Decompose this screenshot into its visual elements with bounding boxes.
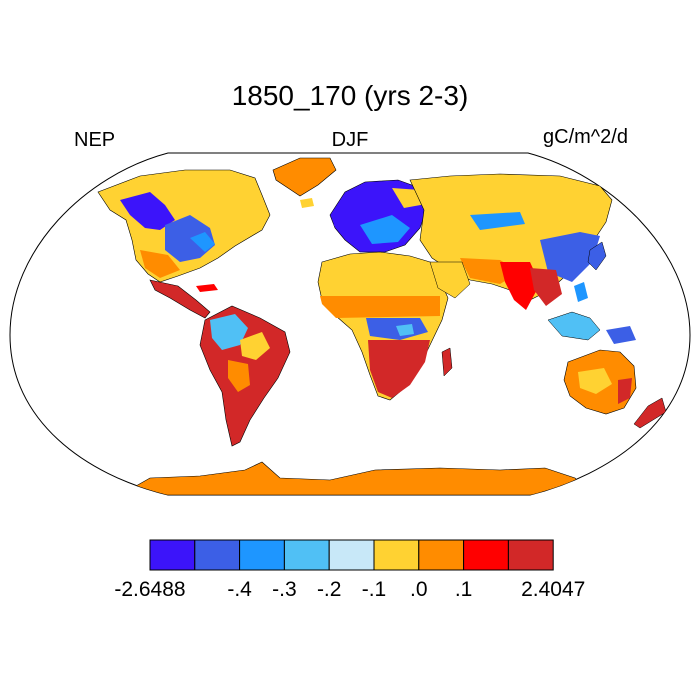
colorbar-box — [373, 539, 420, 571]
iceland-region — [300, 198, 314, 208]
season-label: DJF — [331, 129, 369, 151]
central-america-region — [149, 279, 211, 319]
australia-red — [618, 378, 632, 404]
south-america-yellow — [240, 332, 270, 360]
south-america-blue — [210, 314, 248, 350]
africa-blue-band — [366, 318, 428, 340]
africa-lightblue — [396, 324, 414, 336]
colorbar-tick-label: .1 — [455, 578, 473, 601]
australia-yellow — [578, 368, 612, 394]
variable-label: NEP — [74, 129, 116, 151]
colorbar-box — [239, 539, 285, 571]
colorbar-box — [463, 539, 509, 571]
antarctica-region — [118, 461, 591, 495]
colorbar-box — [418, 539, 465, 571]
africa-red-south — [368, 340, 430, 398]
colorbar-tick-label: -.4 — [227, 578, 252, 601]
arabia-region — [429, 261, 471, 299]
india-region — [500, 262, 540, 310]
colorbar-tick-label: -.3 — [272, 578, 297, 601]
uk-region — [332, 208, 342, 226]
colorbar-box — [194, 539, 241, 571]
japan-region — [587, 241, 607, 271]
greenland-region — [272, 157, 337, 197]
caribbean-region — [196, 284, 218, 292]
asia-blue-north — [470, 212, 525, 230]
colorbar-tick-label: -2.6488 — [114, 578, 185, 601]
land-regions — [97, 157, 667, 495]
colorbar-box — [507, 539, 554, 571]
philippines-region — [574, 282, 588, 302]
colorbar-tick-label: -.2 — [317, 578, 342, 601]
south-america-orange — [228, 360, 250, 392]
north-america-blue — [165, 215, 215, 262]
colorbar-tick-label: 2.4047 — [521, 578, 585, 601]
maritime-asia-blue — [606, 326, 636, 344]
colorbar-tick-label: .0 — [410, 578, 428, 601]
europe-lightblue — [360, 215, 410, 244]
madagascar-region — [441, 347, 453, 377]
colorbar-box — [149, 539, 196, 571]
asia-blue-east — [540, 232, 600, 282]
north-america-blue — [120, 192, 175, 230]
colorbar-box — [283, 539, 330, 571]
map-title: 1850_170 (yrs 2-3) — [231, 80, 469, 111]
se-asia-region — [530, 268, 562, 306]
north-america-orange — [140, 250, 180, 278]
new-zealand-region — [633, 397, 667, 429]
africa-orange-band — [320, 296, 440, 318]
colorbar-tick-label: -.1 — [362, 578, 387, 601]
maritime-asia-region — [547, 311, 601, 341]
north-america-lightblue — [190, 232, 215, 252]
colorbar-box — [328, 539, 375, 571]
units-label: gC/m^2/d — [543, 126, 628, 148]
